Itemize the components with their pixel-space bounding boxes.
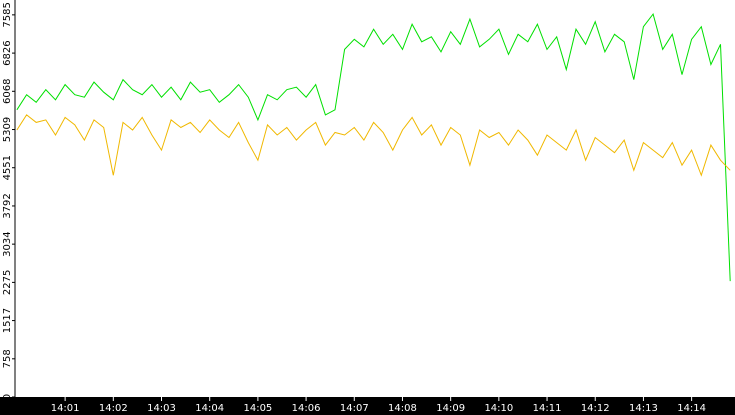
x-tick-label: 14:13	[629, 403, 658, 414]
x-tick-label: 14:04	[195, 403, 224, 414]
x-tick-label: 14:08	[388, 403, 417, 414]
y-tick-label: 4551	[2, 155, 13, 180]
y-tick-label: 7585	[2, 2, 13, 27]
x-axis-bar	[0, 397, 735, 415]
y-tick-label: 3792	[2, 193, 13, 218]
x-tick-label: 14:05	[243, 403, 272, 414]
x-tick-label: 14:14	[677, 403, 706, 414]
x-tick-label: 14:09	[436, 403, 465, 414]
y-tick-label: 0	[2, 394, 13, 400]
y-tick-label: 3034	[2, 231, 13, 256]
x-tick-label: 14:06	[292, 403, 321, 414]
y-tick-label: 2275	[2, 270, 13, 295]
x-tick-label: 14:07	[340, 403, 369, 414]
x-tick-label: 14:02	[99, 403, 128, 414]
y-tick-label: 6826	[2, 40, 13, 65]
y-tick-label: 6068	[2, 79, 13, 104]
x-tick-label: 14:10	[484, 403, 513, 414]
y-tick-label: 1517	[2, 308, 13, 333]
y-tick-label: 5309	[2, 117, 13, 142]
y-tick-label: 758	[2, 349, 13, 368]
series-line	[16, 12, 731, 282]
x-tick-label: 14:01	[51, 403, 80, 414]
series-line	[16, 114, 731, 177]
x-tick-label: 14:12	[581, 403, 610, 414]
x-tick-label: 14:03	[147, 403, 176, 414]
x-tick-label: 14:11	[533, 403, 562, 414]
